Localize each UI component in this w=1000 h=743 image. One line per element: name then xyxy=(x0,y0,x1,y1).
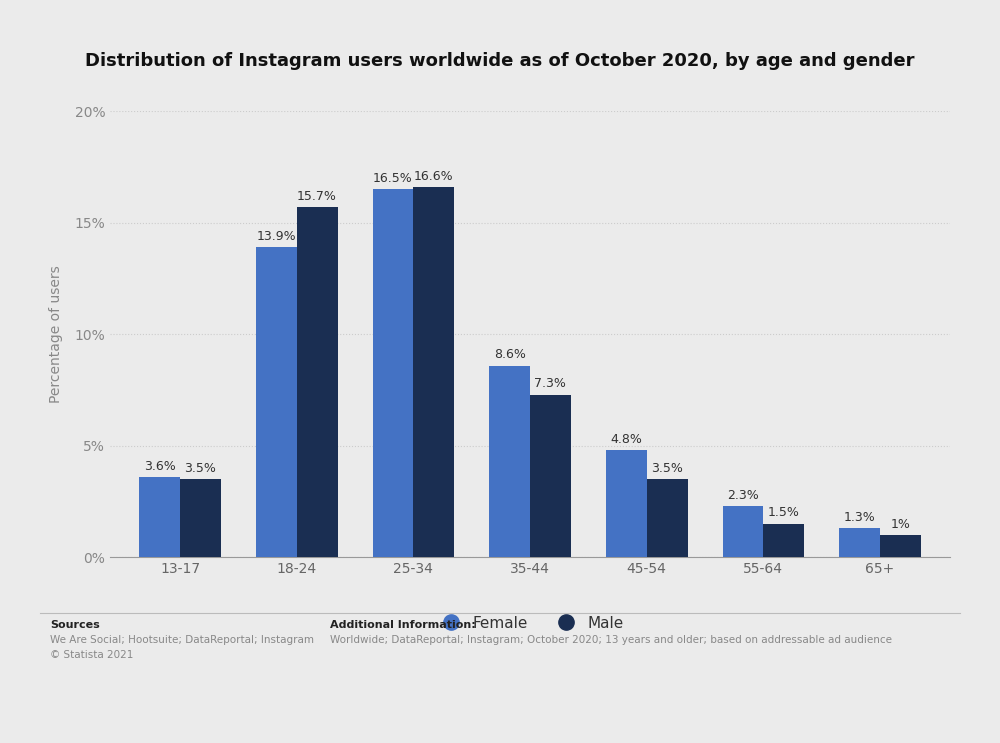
Bar xyxy=(256,247,297,557)
Text: 16.5%: 16.5% xyxy=(373,172,413,185)
Bar xyxy=(606,450,647,557)
Text: 1.3%: 1.3% xyxy=(844,511,875,524)
Bar xyxy=(530,395,571,557)
Bar xyxy=(413,187,454,557)
Text: 16.6%: 16.6% xyxy=(414,170,454,183)
Text: 13.9%: 13.9% xyxy=(256,230,296,243)
Text: 8.6%: 8.6% xyxy=(494,348,526,361)
Text: 2.3%: 2.3% xyxy=(727,489,759,502)
Legend: Female, Male: Female, Male xyxy=(430,609,630,637)
Bar xyxy=(839,528,880,557)
Bar xyxy=(180,479,221,557)
Text: 1.5%: 1.5% xyxy=(768,507,800,519)
Bar xyxy=(139,477,180,557)
Text: 3.5%: 3.5% xyxy=(651,462,683,475)
Text: 3.6%: 3.6% xyxy=(144,460,175,473)
Text: 4.8%: 4.8% xyxy=(610,433,642,446)
Y-axis label: Percentage of users: Percentage of users xyxy=(49,265,63,403)
Text: 7.3%: 7.3% xyxy=(534,377,566,390)
Text: Distribution of Instagram users worldwide as of October 2020, by age and gender: Distribution of Instagram users worldwid… xyxy=(85,52,915,70)
Bar xyxy=(647,479,688,557)
Bar xyxy=(297,207,338,557)
Text: We Are Social; Hootsuite; DataReportal; Instagram
© Statista 2021: We Are Social; Hootsuite; DataReportal; … xyxy=(50,635,314,660)
Bar xyxy=(763,524,804,557)
Bar xyxy=(880,535,921,557)
Bar xyxy=(723,506,763,557)
Bar xyxy=(489,366,530,557)
Text: Additional Information:: Additional Information: xyxy=(330,620,476,630)
Text: 3.5%: 3.5% xyxy=(184,462,216,475)
Bar xyxy=(372,189,413,557)
Text: Worldwide; DataReportal; Instagram; October 2020; 13 years and older; based on a: Worldwide; DataReportal; Instagram; Octo… xyxy=(330,635,892,645)
Text: Sources: Sources xyxy=(50,620,100,630)
Text: 1%: 1% xyxy=(890,518,910,531)
Text: 15.7%: 15.7% xyxy=(297,190,337,203)
